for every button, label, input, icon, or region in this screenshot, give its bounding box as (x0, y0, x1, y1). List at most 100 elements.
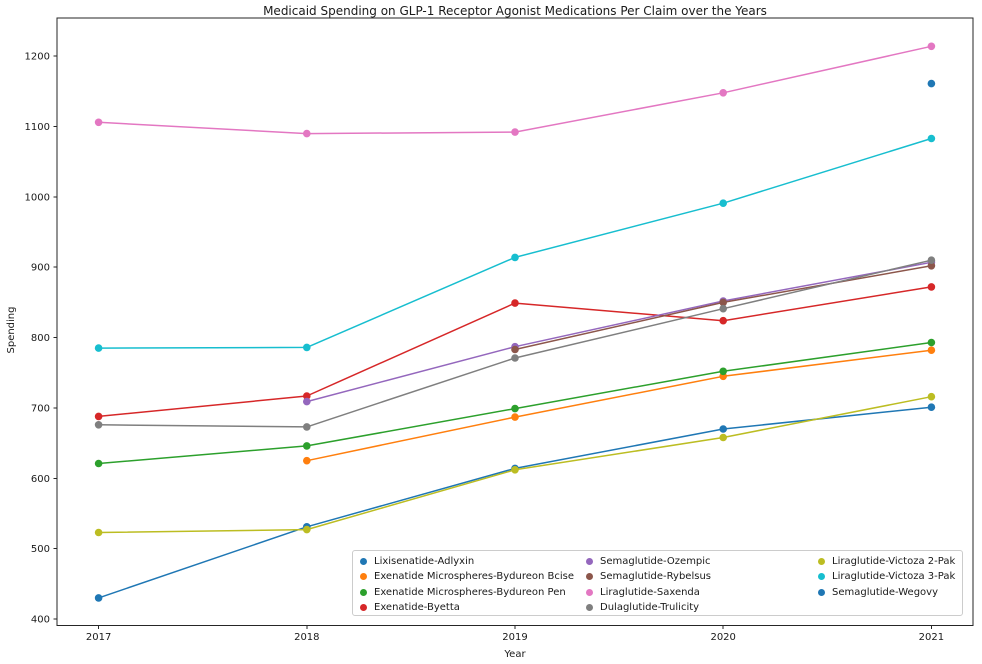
legend-item-semaglutide-rybelsus: Semaglutide-Rybelsus (579, 569, 811, 584)
legend-item-exenatide-microspheres-bydureon-pen: Exenatide Microspheres-Bydureon Pen (353, 585, 579, 600)
data-point-exenatide-byetta (927, 283, 936, 291)
y-tick-label: 600 (31, 474, 50, 485)
data-point-liraglutide-victoza-3-pak (303, 343, 311, 352)
data-point-dulaglutide-trulicity (719, 304, 727, 313)
y-tick-label: 1100 (25, 122, 50, 133)
data-point-lixisenatide-adlyxin (94, 594, 103, 602)
legend-label: Dulaglutide-Trulicity (600, 601, 700, 613)
x-tick-label: 2020 (710, 632, 735, 643)
data-point-semaglutide-wegovy (927, 79, 936, 88)
data-point-semaglutide-ozempic (303, 397, 311, 406)
legend-item-semaglutide-wegovy: Semaglutide-Wegovy (811, 585, 951, 600)
plot-frame (56, 17, 974, 626)
legend-marker-icon (360, 573, 367, 581)
chart-title: Medicaid Spending on GLP-1 Receptor Agon… (263, 4, 767, 18)
series-line-liraglutide-victoza-3-pak (97, 137, 933, 349)
legend-marker-icon (586, 573, 593, 581)
data-point-exenatide-byetta (719, 316, 727, 325)
data-point-exenatide-microspheres-bydureon-bcise (303, 456, 311, 465)
legend-marker-icon (818, 558, 825, 566)
data-point-liraglutide-victoza-2-pak (511, 466, 519, 474)
data-point-dulaglutide-trulicity (303, 423, 311, 431)
series-line-exenatide-microspheres-bydureon-bcise (306, 349, 933, 462)
legend-item-dulaglutide-trulicity: Dulaglutide-Trulicity (579, 600, 811, 615)
data-point-exenatide-byetta (303, 392, 311, 400)
y-tick-label: 1000 (25, 192, 50, 203)
data-point-liraglutide-saxenda (94, 118, 103, 127)
data-point-exenatide-microspheres-bydureon-pen (511, 404, 519, 413)
legend-item-semaglutide-ozempic: Semaglutide-Ozempic (579, 554, 811, 569)
y-tick-label: 700 (31, 403, 50, 414)
legend-label: Lixisenatide-Adlyxin (374, 556, 475, 568)
legend-item-liraglutide-victoza-2-pak: Liraglutide-Victoza 2-Pak (811, 554, 955, 569)
x-axis-label: Year (503, 649, 526, 660)
y-tick-label: 900 (31, 263, 50, 274)
data-point-semaglutide-rybelsus (927, 262, 936, 270)
x-tick-label: 2019 (502, 632, 527, 643)
legend-marker-icon (818, 573, 825, 581)
legend-label: Exenatide Microspheres-Bydureon Pen (374, 586, 566, 598)
series-line-semaglutide-ozempic (306, 261, 933, 403)
legend-marker-icon (818, 588, 825, 596)
legend-label: Semaglutide-Rybelsus (600, 571, 711, 583)
data-point-liraglutide-victoza-3-pak (94, 344, 103, 352)
y-tick-label: 500 (31, 544, 50, 555)
legend-label: Liraglutide-Victoza 3-Pak (832, 571, 956, 583)
legend-label: Exenatide-Byetta (374, 601, 460, 613)
data-point-exenatide-microspheres-bydureon-pen (94, 459, 103, 468)
legend-item-exenatide-microspheres-bydureon-bcise: Exenatide Microspheres-Bydureon Bcise (353, 569, 579, 584)
legend-column: Semaglutide-Ozempic Semaglutide-Rybelsus L… (579, 554, 811, 615)
data-point-exenatide-byetta (511, 299, 519, 307)
series-line-liraglutide-saxenda (97, 45, 933, 135)
y-tick-label: 1200 (25, 52, 50, 63)
legend-marker-icon (360, 588, 367, 596)
data-point-exenatide-microspheres-bydureon-pen (303, 442, 311, 450)
data-point-liraglutide-victoza-3-pak (927, 134, 936, 143)
legend-marker-icon (360, 603, 367, 611)
data-point-liraglutide-saxenda (927, 42, 936, 51)
data-point-liraglutide-saxenda (511, 128, 519, 136)
data-point-semaglutide-rybelsus (511, 345, 519, 354)
x-tick-label: 2018 (294, 632, 319, 643)
legend-item-liraglutide-saxenda: Liraglutide-Saxenda (579, 585, 811, 600)
legend-label: Liraglutide-Victoza 2-Pak (832, 556, 956, 568)
y-tick-label: 800 (31, 333, 50, 344)
data-point-liraglutide-saxenda (303, 129, 311, 138)
data-point-liraglutide-saxenda (719, 89, 727, 97)
chart-legend: Lixisenatide-Adlyxin Exenatide Microspher… (352, 550, 963, 616)
x-tick-label: 2021 (919, 632, 944, 643)
data-point-dulaglutide-trulicity (927, 256, 936, 265)
data-point-lixisenatide-adlyxin (927, 403, 936, 412)
legend-item-lixisenatide-adlyxin: Lixisenatide-Adlyxin (353, 554, 579, 569)
x-tick-label: 2017 (86, 632, 111, 643)
legend-marker-icon (360, 558, 367, 566)
data-point-lixisenatide-adlyxin (719, 425, 727, 433)
data-point-exenatide-microspheres-bydureon-pen (927, 338, 936, 347)
legend-label: Semaglutide-Ozempic (600, 556, 711, 568)
data-point-exenatide-microspheres-bydureon-pen (719, 367, 727, 376)
legend-item-exenatide-byetta: Exenatide-Byetta (353, 600, 579, 615)
legend-marker-icon (586, 603, 593, 611)
data-point-liraglutide-victoza-2-pak (94, 528, 103, 537)
legend-label: Exenatide Microspheres-Bydureon Bcise (374, 571, 575, 583)
data-point-dulaglutide-trulicity (511, 354, 519, 362)
legend-marker-icon (586, 588, 593, 596)
data-point-semaglutide-rybelsus (719, 298, 727, 307)
data-point-exenatide-byetta (94, 412, 103, 421)
data-point-liraglutide-victoza-2-pak (303, 525, 311, 534)
legend-label: Semaglutide-Wegovy (832, 586, 938, 598)
data-point-exenatide-microspheres-bydureon-bcise (927, 346, 936, 355)
legend-label: Liraglutide-Saxenda (600, 586, 700, 598)
data-point-exenatide-microspheres-bydureon-bcise (511, 413, 519, 421)
y-tick-label: 400 (31, 614, 50, 625)
data-point-liraglutide-victoza-2-pak (719, 433, 727, 442)
data-point-liraglutide-victoza-3-pak (719, 199, 727, 207)
legend-column: Liraglutide-Victoza 2-Pak Liraglutide-Vic… (811, 554, 955, 615)
legend-item-liraglutide-victoza-3-pak: Liraglutide-Victoza 3-Pak (811, 569, 955, 584)
data-point-liraglutide-victoza-2-pak (927, 392, 936, 401)
data-point-liraglutide-victoza-3-pak (511, 253, 519, 262)
legend-column: Lixisenatide-Adlyxin Exenatide Microspher… (353, 554, 579, 615)
y-axis-label: Spending (6, 307, 17, 354)
